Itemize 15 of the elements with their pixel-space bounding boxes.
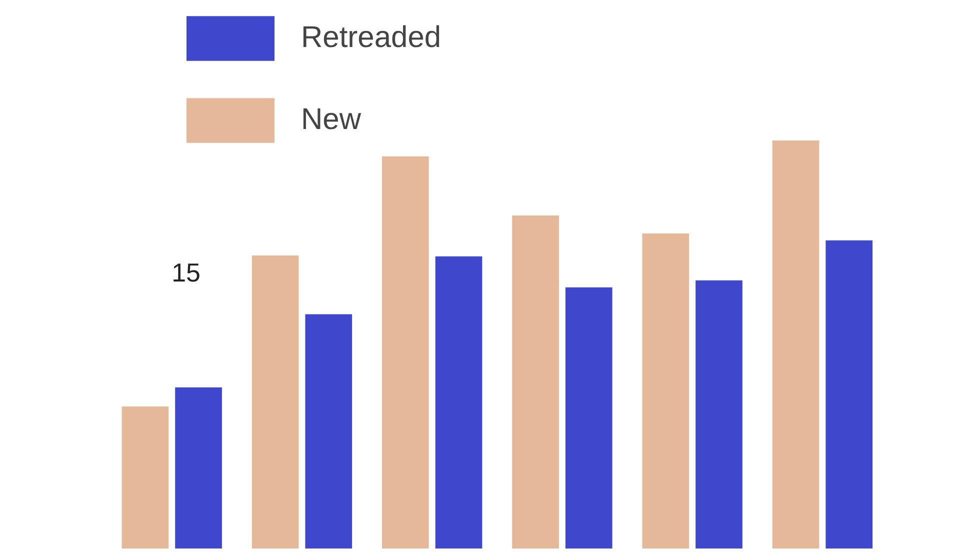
bar	[435, 256, 482, 548]
bar	[512, 216, 559, 548]
legend-label: New	[301, 103, 362, 137]
bar	[826, 240, 873, 548]
bar	[305, 314, 352, 548]
bar	[122, 406, 169, 548]
bar	[175, 387, 222, 548]
legend-label: Retreaded	[301, 21, 442, 55]
bar	[382, 156, 429, 548]
annotation: 15	[172, 258, 200, 288]
bar	[565, 287, 612, 548]
bar	[696, 280, 742, 548]
bar	[772, 140, 820, 548]
bar	[252, 256, 299, 548]
bar	[642, 233, 690, 548]
